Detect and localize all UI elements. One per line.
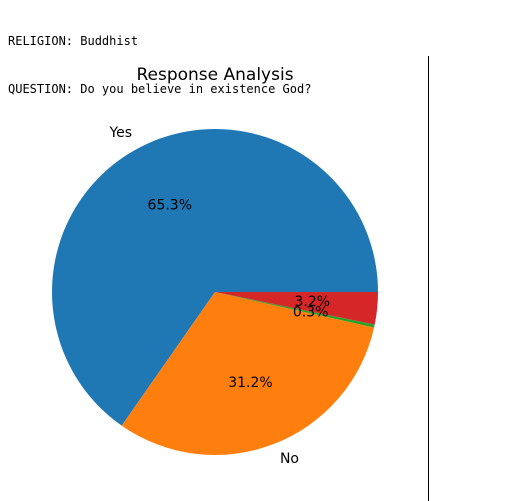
pie-percent-label: 3.2%: [295, 294, 331, 310]
pie-slices: [51, 129, 378, 455]
chart-title: Response Analysis: [136, 65, 293, 85]
pie-percent-label: 65.3%: [148, 197, 192, 213]
pie-slice-3: [215, 292, 375, 328]
religion-line: RELIGION: Buddhist: [8, 34, 139, 48]
output-divider: [428, 56, 429, 501]
pie-category-label: Yes: [108, 125, 132, 141]
cell-output-header: RELIGION: Buddhist QUESTION: Do you beli…: [8, 1, 311, 113]
pie-labels: 65.3% Yes 31.2% No 0.3%3.2%: [108, 125, 330, 467]
pie-slice-1: [51, 129, 378, 426]
question-line: QUESTION: Do you believe in existence Go…: [8, 82, 312, 96]
pie-slice-2: [121, 292, 375, 455]
pie-percent-label: 0.3%: [293, 304, 329, 320]
pie-category-label: No: [280, 451, 299, 467]
pie-slice-4: [215, 292, 378, 325]
pie-percent-label: 31.2%: [228, 375, 272, 391]
